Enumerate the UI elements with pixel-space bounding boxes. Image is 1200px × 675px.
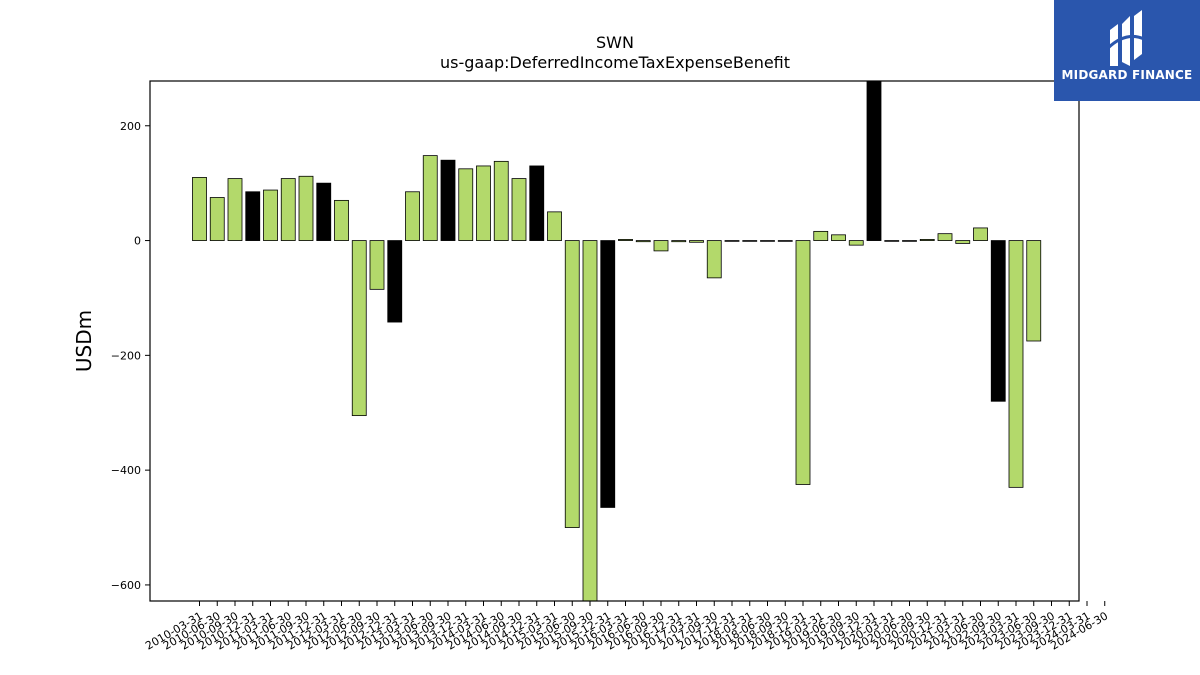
bar-2012-09-30 bbox=[369, 240, 385, 290]
bar-2023-03-31 bbox=[1008, 240, 1024, 488]
bar-2019-09-30 bbox=[848, 240, 864, 246]
bar-2011-12-31 bbox=[316, 182, 332, 241]
brand-name: MIDGARD FINANCE bbox=[1061, 68, 1193, 82]
bar-2018-09-30 bbox=[777, 240, 793, 242]
bar-2016-03-31 bbox=[618, 239, 633, 241]
bar-2016-12-31 bbox=[671, 240, 687, 243]
bar-2017-12-31 bbox=[724, 240, 740, 242]
y-tick-label: −400 bbox=[111, 464, 141, 477]
bar-2010-06-30 bbox=[209, 197, 225, 241]
bar-2010-09-30 bbox=[227, 178, 243, 241]
bar-2018-06-30 bbox=[760, 240, 775, 242]
bar-2015-09-30 bbox=[582, 240, 598, 602]
midgard-logo-icon bbox=[1106, 10, 1147, 66]
bar-2013-12-31 bbox=[458, 168, 474, 241]
bar-2019-03-31 bbox=[813, 230, 829, 241]
bar-2011-03-31 bbox=[263, 189, 278, 241]
chart-title: SWN bbox=[596, 33, 634, 52]
bar-2020-03-31 bbox=[884, 240, 900, 242]
bar-2016-06-30 bbox=[635, 240, 651, 243]
bar-2020-12-31 bbox=[937, 233, 953, 241]
bar-2019-12-31 bbox=[866, 80, 882, 241]
x-ticks-group: 2010-03-312010-06-302010-09-302010-12-31… bbox=[143, 601, 1110, 653]
y-tick-label: −600 bbox=[111, 579, 141, 592]
y-axis-label: USDm bbox=[72, 310, 96, 372]
bar-2017-09-30 bbox=[706, 240, 722, 279]
bar-2011-06-30 bbox=[280, 178, 296, 241]
y-ticks-group: 200 0 −200 −400 −600 bbox=[111, 120, 150, 592]
bar-2020-09-30 bbox=[919, 239, 935, 241]
bar-2014-12-31 bbox=[529, 165, 545, 241]
bar-2015-06-30 bbox=[564, 240, 580, 528]
bar-2011-09-30 bbox=[298, 175, 314, 241]
bar-2021-03-31 bbox=[955, 240, 971, 244]
bar-2013-06-30 bbox=[422, 155, 438, 241]
y-tick-label: 0 bbox=[134, 235, 141, 248]
bar-2010-12-31 bbox=[245, 191, 261, 241]
bars-group bbox=[192, 80, 1042, 602]
bar-2012-03-31 bbox=[334, 199, 349, 241]
bar-2016-09-30 bbox=[653, 240, 669, 252]
bar-2017-03-31 bbox=[689, 240, 704, 243]
brand-logo: MIDGARD FINANCE bbox=[1054, 0, 1200, 101]
bar-2021-06-30 bbox=[973, 227, 988, 241]
plot-frame bbox=[149, 80, 1080, 602]
bar-2019-06-30 bbox=[831, 234, 846, 241]
bar-2022-09-30 bbox=[990, 240, 1006, 402]
bar-2013-09-30 bbox=[440, 159, 456, 241]
bar-2014-03-31 bbox=[476, 165, 491, 241]
y-tick-label: 200 bbox=[120, 120, 141, 133]
bar-2023-06-30 bbox=[1026, 240, 1042, 342]
bar-2014-09-30 bbox=[511, 178, 527, 241]
y-tick-label: −200 bbox=[111, 349, 141, 362]
bar-2014-06-30 bbox=[493, 160, 509, 241]
bar-2012-12-31 bbox=[387, 240, 403, 323]
bar-2015-03-31 bbox=[547, 211, 562, 241]
bar-2015-12-31 bbox=[600, 240, 616, 508]
bar-2020-06-30 bbox=[902, 240, 917, 242]
bar-2012-06-30 bbox=[351, 240, 367, 417]
bar-2018-12-31 bbox=[795, 240, 811, 485]
bar-2018-03-31 bbox=[742, 240, 758, 242]
bar-2010-03-31 bbox=[192, 177, 207, 241]
bar-2013-03-31 bbox=[405, 191, 420, 241]
chart-subtitle: us-gaap:DeferredIncomeTaxExpenseBenefit bbox=[440, 53, 790, 72]
